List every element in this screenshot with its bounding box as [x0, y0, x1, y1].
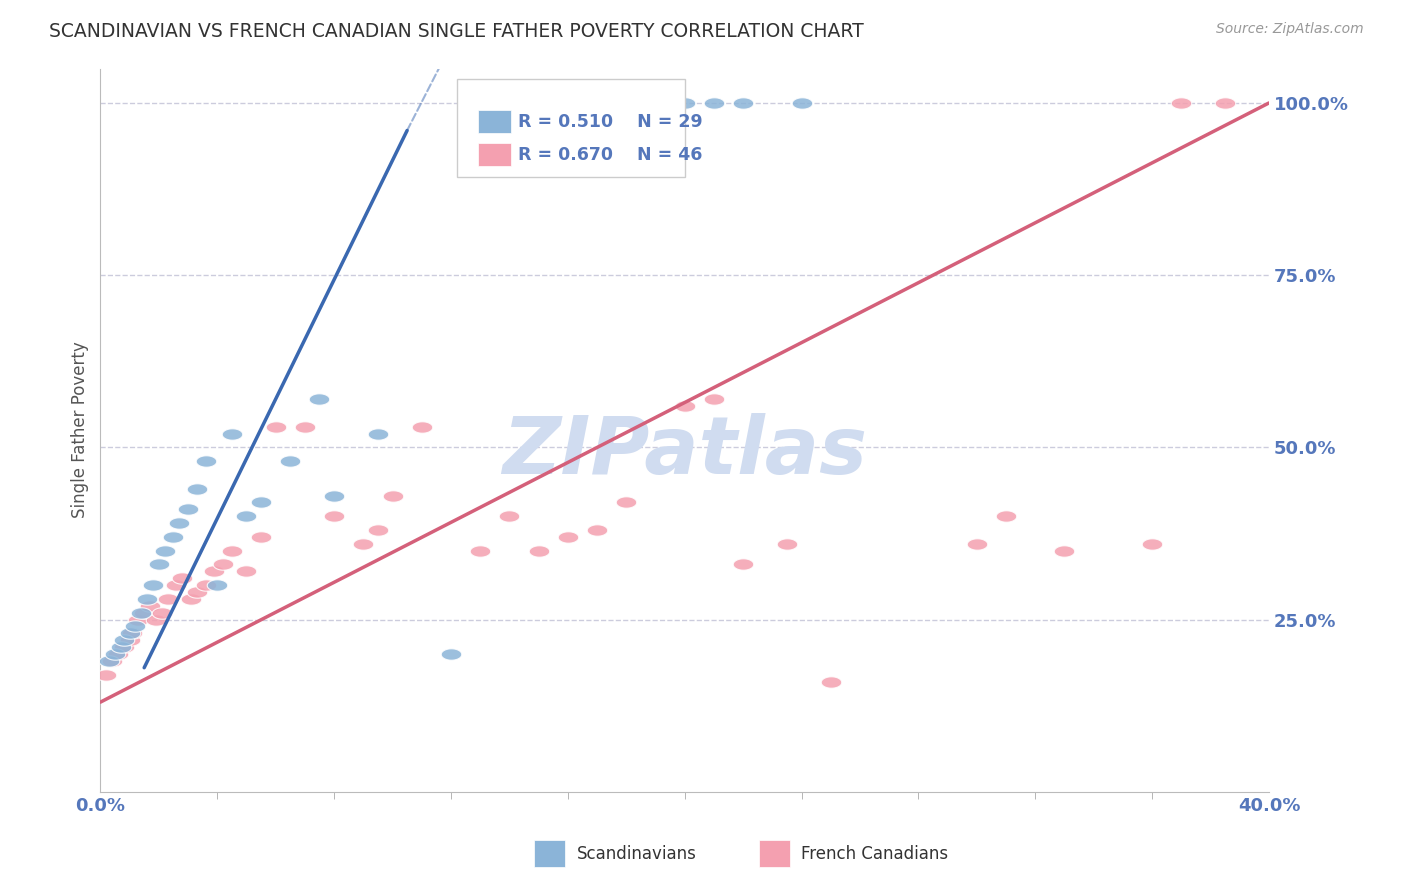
- Point: [221, 426, 243, 441]
- Point: [733, 558, 755, 572]
- Text: SCANDINAVIAN VS FRENCH CANADIAN SINGLE FATHER POVERTY CORRELATION CHART: SCANDINAVIAN VS FRENCH CANADIAN SINGLE F…: [49, 22, 863, 41]
- Point: [468, 543, 491, 558]
- Point: [352, 537, 374, 551]
- Point: [381, 489, 404, 503]
- Bar: [478, 143, 510, 167]
- Point: [180, 591, 202, 606]
- Point: [221, 543, 243, 558]
- Text: Scandinavians: Scandinavians: [576, 845, 696, 863]
- Point: [194, 578, 217, 592]
- Point: [323, 489, 346, 503]
- Point: [153, 543, 176, 558]
- FancyBboxPatch shape: [457, 79, 685, 177]
- Point: [186, 585, 208, 599]
- Point: [1053, 543, 1076, 558]
- Point: [107, 647, 129, 661]
- Point: [278, 454, 301, 468]
- Point: [96, 667, 118, 681]
- Point: [264, 419, 287, 434]
- Point: [134, 606, 156, 620]
- Point: [101, 654, 124, 668]
- Point: [139, 599, 162, 613]
- Bar: [759, 840, 790, 867]
- Point: [205, 578, 228, 592]
- Text: Source: ZipAtlas.com: Source: ZipAtlas.com: [1216, 22, 1364, 37]
- Point: [202, 564, 225, 578]
- Point: [1140, 537, 1163, 551]
- Point: [129, 606, 152, 620]
- Point: [250, 495, 273, 509]
- Point: [118, 633, 141, 648]
- Point: [1170, 95, 1192, 110]
- Point: [212, 558, 235, 572]
- Point: [995, 509, 1018, 524]
- Point: [194, 454, 217, 468]
- Point: [235, 509, 257, 524]
- Point: [308, 392, 330, 406]
- Point: [614, 495, 637, 509]
- Text: French Canadians: French Canadians: [801, 845, 949, 863]
- Point: [703, 392, 725, 406]
- Point: [586, 523, 609, 537]
- Point: [118, 626, 141, 640]
- Point: [167, 516, 190, 530]
- Text: R = 0.670    N = 46: R = 0.670 N = 46: [517, 145, 702, 164]
- Point: [148, 558, 170, 572]
- Point: [98, 654, 121, 668]
- Point: [136, 591, 159, 606]
- Y-axis label: Single Father Poverty: Single Father Poverty: [72, 342, 89, 518]
- Bar: [534, 840, 565, 867]
- Point: [127, 613, 149, 627]
- Point: [172, 571, 194, 585]
- Point: [156, 591, 179, 606]
- Point: [411, 419, 433, 434]
- Point: [820, 674, 842, 689]
- Point: [177, 502, 200, 516]
- Point: [162, 530, 184, 544]
- Point: [294, 419, 316, 434]
- Point: [733, 95, 755, 110]
- Point: [112, 640, 135, 654]
- Point: [673, 399, 696, 413]
- Text: R = 0.510    N = 29: R = 0.510 N = 29: [517, 112, 702, 130]
- Point: [703, 95, 725, 110]
- Point: [250, 530, 273, 544]
- Point: [104, 647, 127, 661]
- Point: [323, 509, 346, 524]
- Point: [165, 578, 187, 592]
- Point: [110, 640, 132, 654]
- Text: ZIPatlas: ZIPatlas: [502, 413, 868, 491]
- Point: [498, 509, 520, 524]
- Point: [966, 537, 988, 551]
- Point: [142, 578, 165, 592]
- Point: [235, 564, 257, 578]
- Point: [673, 95, 696, 110]
- Point: [790, 95, 813, 110]
- Point: [776, 537, 799, 551]
- Point: [367, 523, 389, 537]
- Point: [186, 482, 208, 496]
- Point: [150, 606, 173, 620]
- Point: [124, 619, 146, 633]
- Bar: [478, 110, 510, 133]
- Point: [527, 543, 550, 558]
- Point: [1213, 95, 1236, 110]
- Point: [112, 633, 135, 648]
- Point: [145, 613, 167, 627]
- Point: [440, 647, 463, 661]
- Point: [557, 530, 579, 544]
- Point: [121, 626, 143, 640]
- Point: [367, 426, 389, 441]
